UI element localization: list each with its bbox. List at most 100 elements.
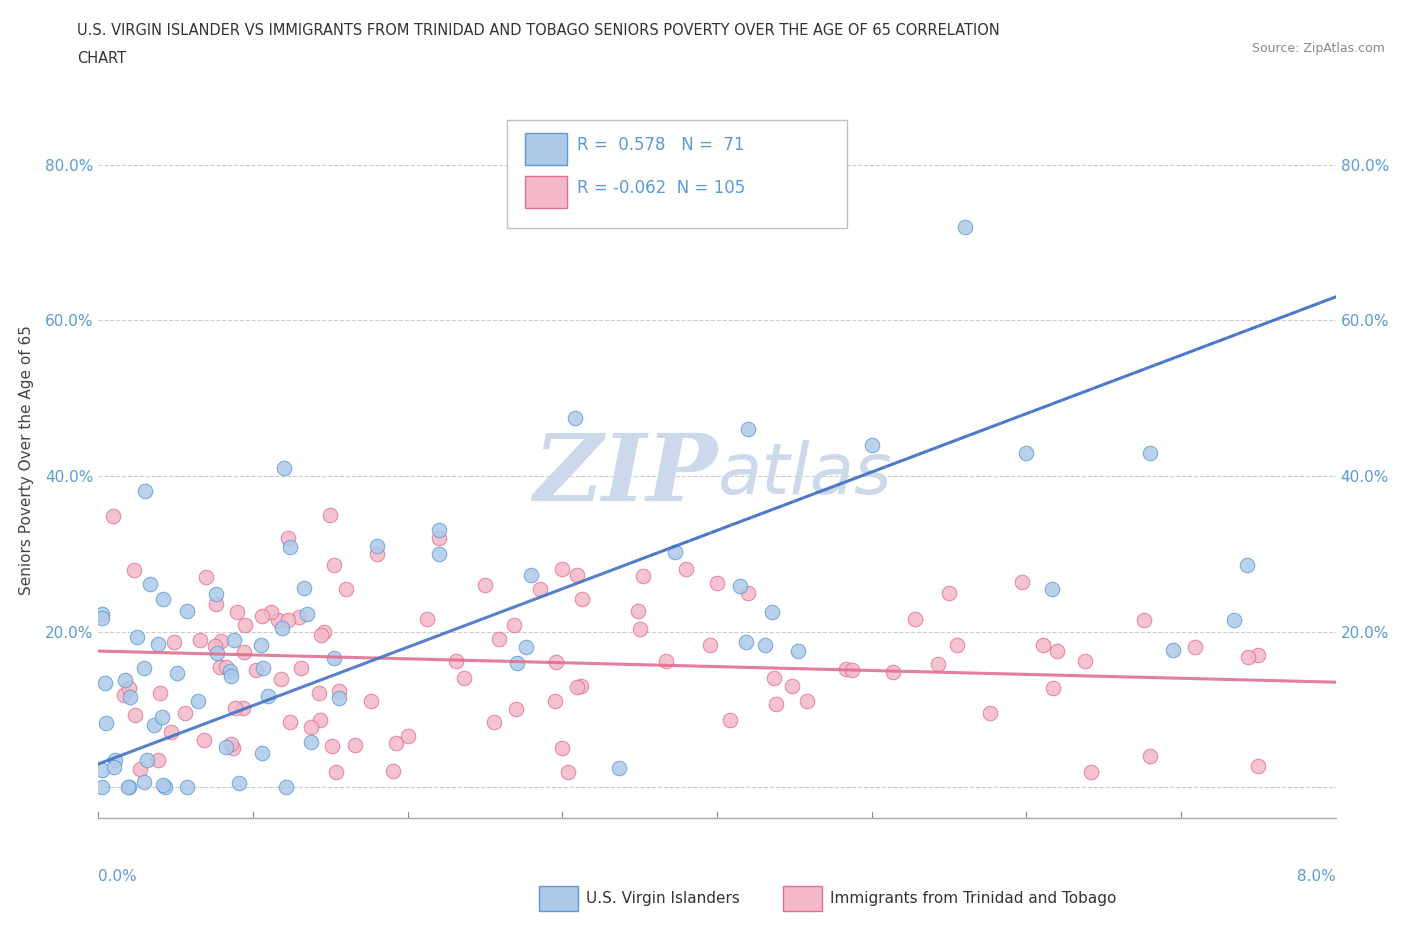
Point xyxy=(551,741,574,756)
Point xyxy=(219,669,242,684)
Point xyxy=(163,635,186,650)
Y-axis label: Seniors Poverty Over the Age of 65: Seniors Poverty Over the Age of 65 xyxy=(18,326,34,595)
Point xyxy=(188,632,211,647)
Point xyxy=(938,585,960,600)
Point xyxy=(224,632,246,647)
Point xyxy=(215,739,238,754)
Point xyxy=(328,691,350,706)
Point xyxy=(953,219,976,234)
Point xyxy=(551,562,574,577)
Point xyxy=(569,678,592,693)
Point xyxy=(266,613,288,628)
Point xyxy=(118,780,141,795)
Point xyxy=(506,656,529,671)
Point xyxy=(515,640,537,655)
Text: R = -0.062  N = 105: R = -0.062 N = 105 xyxy=(578,179,745,197)
FancyBboxPatch shape xyxy=(538,886,578,910)
Point xyxy=(737,585,759,600)
Point xyxy=(1247,647,1270,662)
Point xyxy=(228,776,250,790)
Point xyxy=(396,729,419,744)
Point xyxy=(1011,575,1033,590)
Point xyxy=(675,562,697,577)
Point xyxy=(219,663,242,678)
Point xyxy=(134,484,156,498)
Point xyxy=(502,618,524,632)
Point xyxy=(382,764,405,778)
Point xyxy=(835,662,858,677)
Point xyxy=(1161,643,1184,658)
Point xyxy=(309,712,332,727)
Point xyxy=(148,752,170,767)
Point xyxy=(297,606,319,621)
Point xyxy=(1015,445,1038,460)
Point xyxy=(278,714,301,729)
Point xyxy=(325,764,347,779)
Point xyxy=(706,576,728,591)
Point xyxy=(117,780,139,795)
Point xyxy=(416,612,439,627)
Point xyxy=(222,741,245,756)
Point xyxy=(299,719,322,734)
Point xyxy=(135,752,157,767)
Point xyxy=(323,557,346,572)
Point xyxy=(488,631,510,646)
Point xyxy=(309,628,332,643)
Point xyxy=(260,604,283,619)
Point xyxy=(124,708,146,723)
Point xyxy=(366,538,388,553)
Point xyxy=(1237,649,1260,664)
Point xyxy=(728,579,751,594)
Point xyxy=(132,660,155,675)
Point xyxy=(143,717,166,732)
Text: ZIP: ZIP xyxy=(533,430,717,520)
Point xyxy=(322,651,344,666)
Point xyxy=(1236,558,1258,573)
Point xyxy=(90,780,112,795)
Point xyxy=(176,604,198,618)
Point xyxy=(664,544,686,559)
Point xyxy=(734,634,756,649)
Point xyxy=(946,637,969,652)
Point xyxy=(149,686,172,701)
Point xyxy=(205,646,228,661)
Point xyxy=(453,671,475,685)
Point xyxy=(1132,612,1154,627)
Point xyxy=(1139,749,1161,764)
Point xyxy=(1040,581,1063,596)
Point xyxy=(655,654,678,669)
Point xyxy=(564,410,586,425)
Point xyxy=(233,618,256,632)
Point xyxy=(104,752,127,767)
Point xyxy=(205,587,228,602)
Point xyxy=(385,736,408,751)
Text: Immigrants from Trinidad and Tobago: Immigrants from Trinidad and Tobago xyxy=(830,891,1116,906)
Text: U.S. VIRGIN ISLANDER VS IMMIGRANTS FROM TRINIDAD AND TOBAGO SENIORS POVERTY OVER: U.S. VIRGIN ISLANDER VS IMMIGRANTS FROM … xyxy=(77,23,1000,38)
FancyBboxPatch shape xyxy=(783,886,823,910)
Point xyxy=(546,655,568,670)
Point xyxy=(118,690,141,705)
Point xyxy=(787,644,810,658)
FancyBboxPatch shape xyxy=(526,176,568,207)
Point xyxy=(484,715,506,730)
Point xyxy=(762,671,785,685)
Point xyxy=(319,508,342,523)
Text: CHART: CHART xyxy=(77,51,127,66)
Point xyxy=(1247,759,1270,774)
Point xyxy=(166,665,188,680)
Point xyxy=(444,653,467,668)
Point xyxy=(565,567,588,582)
Point xyxy=(628,622,651,637)
Point xyxy=(94,675,117,690)
Point xyxy=(276,780,298,795)
Point xyxy=(427,523,450,538)
Point xyxy=(699,637,721,652)
Text: 0.0%: 0.0% xyxy=(98,869,138,883)
Point xyxy=(780,679,803,694)
Point xyxy=(860,437,883,452)
Point xyxy=(252,661,274,676)
Point xyxy=(288,610,311,625)
Point xyxy=(150,710,173,724)
Point xyxy=(366,546,388,561)
Point xyxy=(219,737,242,751)
